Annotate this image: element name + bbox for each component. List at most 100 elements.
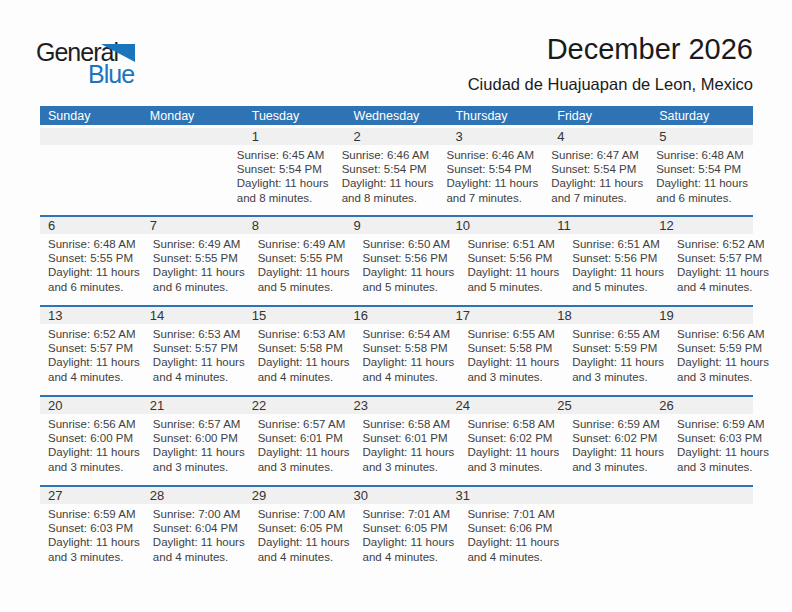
day-cell: Sunrise: 6:57 AMSunset: 6:01 PMDaylight:… — [250, 414, 355, 485]
day-info-line: and 5 minutes. — [363, 280, 455, 294]
day-info-line: Sunset: 6:06 PM — [467, 521, 559, 535]
day-info-line: and 4 minutes. — [153, 370, 245, 384]
day-info-line: Daylight: 11 hours — [363, 535, 455, 549]
day-info-line: Sunset: 5:54 PM — [446, 162, 538, 176]
day-cell: Sunrise: 6:47 AMSunset: 5:54 PMDaylight:… — [543, 145, 648, 215]
weekday-header-monday: Monday — [142, 109, 244, 123]
week-row: 13141516171819Sunrise: 6:52 AMSunset: 5:… — [40, 305, 753, 395]
day-info-line: and 4 minutes. — [48, 370, 140, 384]
day-info-line: and 5 minutes. — [467, 280, 559, 294]
day-info-line: Daylight: 11 hours — [677, 355, 769, 369]
day-cell: Sunrise: 6:53 AMSunset: 5:58 PMDaylight:… — [250, 324, 355, 395]
day-info-line: and 5 minutes. — [258, 280, 350, 294]
day-info-line: Sunset: 6:00 PM — [48, 431, 140, 445]
day-info-line: Sunset: 5:59 PM — [677, 341, 769, 355]
day-cell: Sunrise: 6:59 AMSunset: 6:03 PMDaylight:… — [40, 504, 145, 575]
day-info-line: and 3 minutes. — [258, 460, 350, 474]
day-info-line: and 3 minutes. — [467, 370, 559, 384]
day-info-line: Sunrise: 6:59 AM — [48, 507, 140, 521]
day-info-line: Sunrise: 6:58 AM — [467, 417, 559, 431]
day-info-line: Sunset: 6:02 PM — [572, 431, 664, 445]
day-info-line: and 3 minutes. — [677, 370, 769, 384]
day-info-line: and 6 minutes. — [48, 280, 140, 294]
day-number: 6 — [40, 217, 142, 234]
day-info-line: Daylight: 11 hours — [237, 176, 329, 190]
weekday-header-sunday: Sunday — [40, 109, 142, 123]
day-info-line: Daylight: 11 hours — [446, 176, 538, 190]
day-number: 7 — [142, 217, 244, 234]
empty-day-number — [651, 487, 753, 504]
empty-day-number — [549, 487, 651, 504]
day-number: 28 — [142, 487, 244, 504]
day-info-line: Sunset: 5:55 PM — [258, 251, 350, 265]
day-info-line: Daylight: 11 hours — [363, 265, 455, 279]
day-number: 26 — [651, 397, 753, 414]
day-info-line: Daylight: 11 hours — [467, 535, 559, 549]
weekday-header-thursday: Thursday — [447, 109, 549, 123]
day-info-line: Sunset: 5:58 PM — [467, 341, 559, 355]
day-info-line: Sunset: 5:54 PM — [237, 162, 329, 176]
day-number: 12 — [651, 217, 753, 234]
day-info-line: Daylight: 11 hours — [48, 445, 140, 459]
day-info-line: Daylight: 11 hours — [467, 265, 559, 279]
day-info-line: Daylight: 11 hours — [677, 265, 769, 279]
day-number: 14 — [142, 307, 244, 324]
day-info-line: and 3 minutes. — [677, 460, 769, 474]
day-info-line: Daylight: 11 hours — [153, 445, 245, 459]
day-cell: Sunrise: 6:59 AMSunset: 6:02 PMDaylight:… — [564, 414, 669, 485]
day-info-line: Daylight: 11 hours — [572, 445, 664, 459]
day-cell: Sunrise: 6:46 AMSunset: 5:54 PMDaylight:… — [334, 145, 439, 215]
day-info-line: Daylight: 11 hours — [48, 265, 140, 279]
day-number-band: 2728293031 — [40, 487, 753, 504]
day-cell: Sunrise: 6:49 AMSunset: 5:55 PMDaylight:… — [145, 234, 250, 305]
empty-day-number — [142, 128, 244, 145]
day-info-line: Sunrise: 6:54 AM — [363, 327, 455, 341]
day-number: 20 — [40, 397, 142, 414]
day-info-line: Sunrise: 6:45 AM — [237, 148, 329, 162]
day-info-line: and 6 minutes. — [656, 191, 748, 205]
day-info-line: Daylight: 11 hours — [572, 265, 664, 279]
day-info-line: Sunrise: 6:50 AM — [363, 237, 455, 251]
day-info-line: Sunrise: 6:46 AM — [342, 148, 434, 162]
day-info-line: Sunrise: 7:00 AM — [153, 507, 245, 521]
day-info-line: and 4 minutes. — [467, 550, 559, 564]
day-info-line: Sunrise: 6:49 AM — [153, 237, 245, 251]
day-info-line: Sunset: 5:56 PM — [467, 251, 559, 265]
day-number-band: 6789101112 — [40, 217, 753, 234]
day-info-line: Sunset: 6:00 PM — [153, 431, 245, 445]
day-info-line: Sunrise: 6:52 AM — [677, 237, 769, 251]
day-number: 29 — [244, 487, 346, 504]
day-info-line: Sunrise: 7:01 AM — [363, 507, 455, 521]
day-info-line: and 7 minutes. — [551, 191, 643, 205]
day-info-line: Daylight: 11 hours — [363, 445, 455, 459]
day-number-band: 12345 — [40, 128, 753, 145]
day-info-line: Sunset: 6:01 PM — [363, 431, 455, 445]
day-cell: Sunrise: 6:56 AMSunset: 6:00 PMDaylight:… — [40, 414, 145, 485]
weekday-header-friday: Friday — [549, 109, 651, 123]
day-info-line: Sunrise: 6:51 AM — [467, 237, 559, 251]
day-number: 25 — [549, 397, 651, 414]
day-number: 2 — [346, 128, 448, 145]
day-info-line: and 4 minutes. — [153, 550, 245, 564]
day-info-line: Daylight: 11 hours — [572, 355, 664, 369]
day-number: 19 — [651, 307, 753, 324]
day-number: 3 — [447, 128, 549, 145]
day-info-line: Sunset: 5:55 PM — [153, 251, 245, 265]
day-info-line: Sunset: 6:01 PM — [258, 431, 350, 445]
day-number: 9 — [346, 217, 448, 234]
day-info-line: Sunset: 5:59 PM — [572, 341, 664, 355]
week-row: 2728293031Sunrise: 6:59 AMSunset: 6:03 P… — [40, 485, 753, 575]
day-cell: Sunrise: 6:53 AMSunset: 5:57 PMDaylight:… — [145, 324, 250, 395]
day-info-band: Sunrise: 6:59 AMSunset: 6:03 PMDaylight:… — [40, 504, 753, 575]
day-info-line: Sunrise: 6:55 AM — [467, 327, 559, 341]
day-cell: Sunrise: 6:45 AMSunset: 5:54 PMDaylight:… — [229, 145, 334, 215]
day-cell: Sunrise: 6:55 AMSunset: 5:59 PMDaylight:… — [564, 324, 669, 395]
day-info-line: Daylight: 11 hours — [467, 355, 559, 369]
day-cell: Sunrise: 6:51 AMSunset: 5:56 PMDaylight:… — [564, 234, 669, 305]
day-cell: Sunrise: 7:00 AMSunset: 6:05 PMDaylight:… — [250, 504, 355, 575]
day-cell: Sunrise: 7:01 AMSunset: 6:06 PMDaylight:… — [459, 504, 564, 575]
day-cell: Sunrise: 6:52 AMSunset: 5:57 PMDaylight:… — [669, 234, 774, 305]
day-info-line: and 3 minutes. — [467, 460, 559, 474]
day-info-line: Sunrise: 6:56 AM — [677, 327, 769, 341]
day-info-line: Daylight: 11 hours — [342, 176, 434, 190]
